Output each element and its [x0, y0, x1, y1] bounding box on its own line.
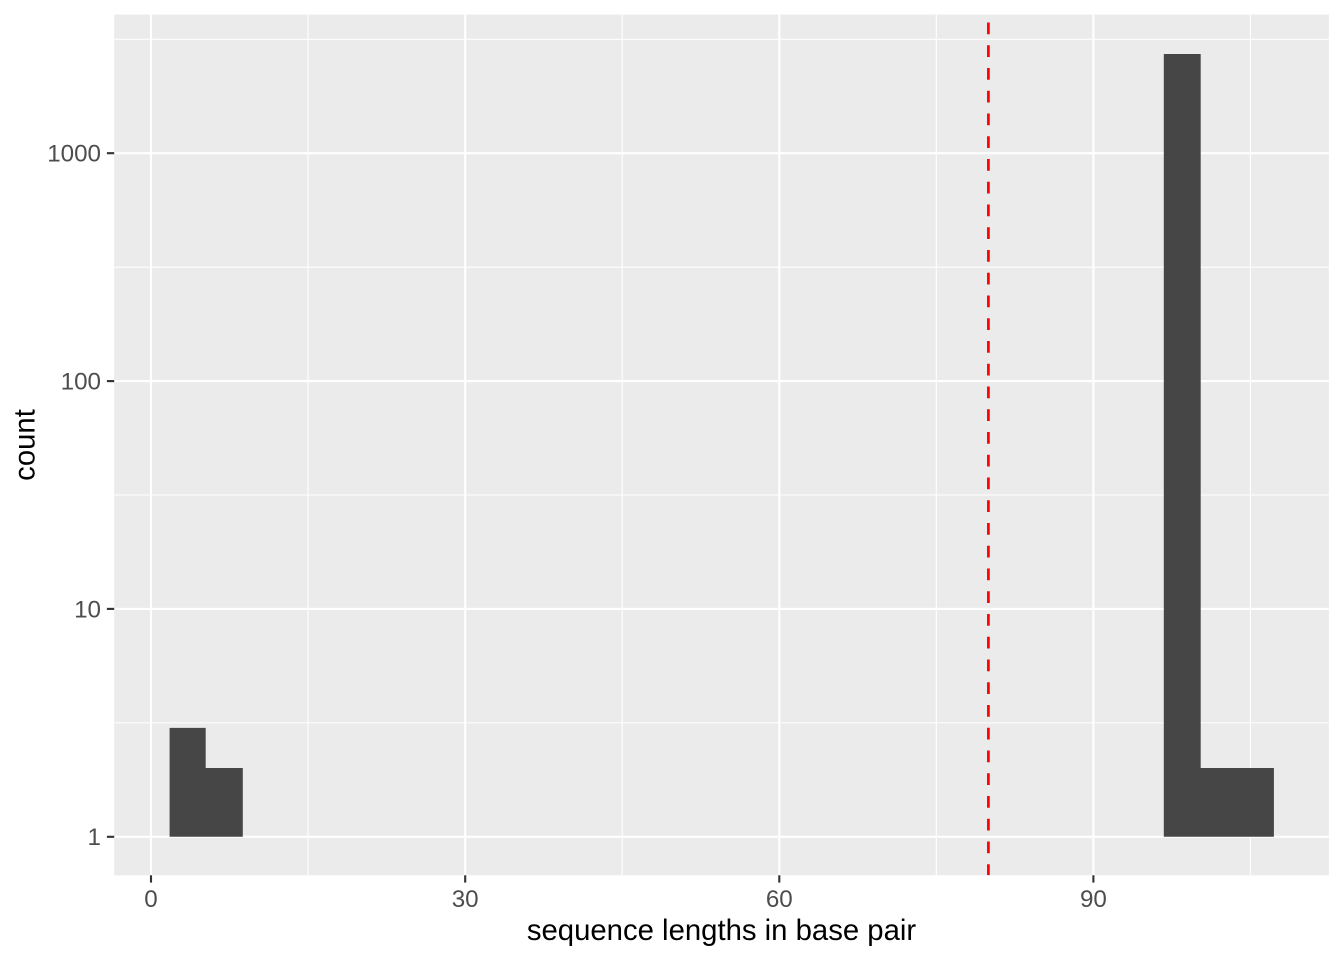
svg-text:90: 90 [1080, 886, 1107, 913]
svg-text:60: 60 [766, 886, 793, 913]
svg-text:100: 100 [61, 369, 101, 396]
svg-text:0: 0 [144, 886, 157, 913]
svg-text:10: 10 [74, 596, 101, 623]
svg-text:1: 1 [88, 824, 101, 851]
svg-text:1000: 1000 [47, 141, 101, 168]
svg-text:count: count [9, 409, 42, 481]
svg-text:30: 30 [452, 886, 479, 913]
svg-text:sequence lengths in base pair: sequence lengths in base pair [527, 914, 917, 947]
